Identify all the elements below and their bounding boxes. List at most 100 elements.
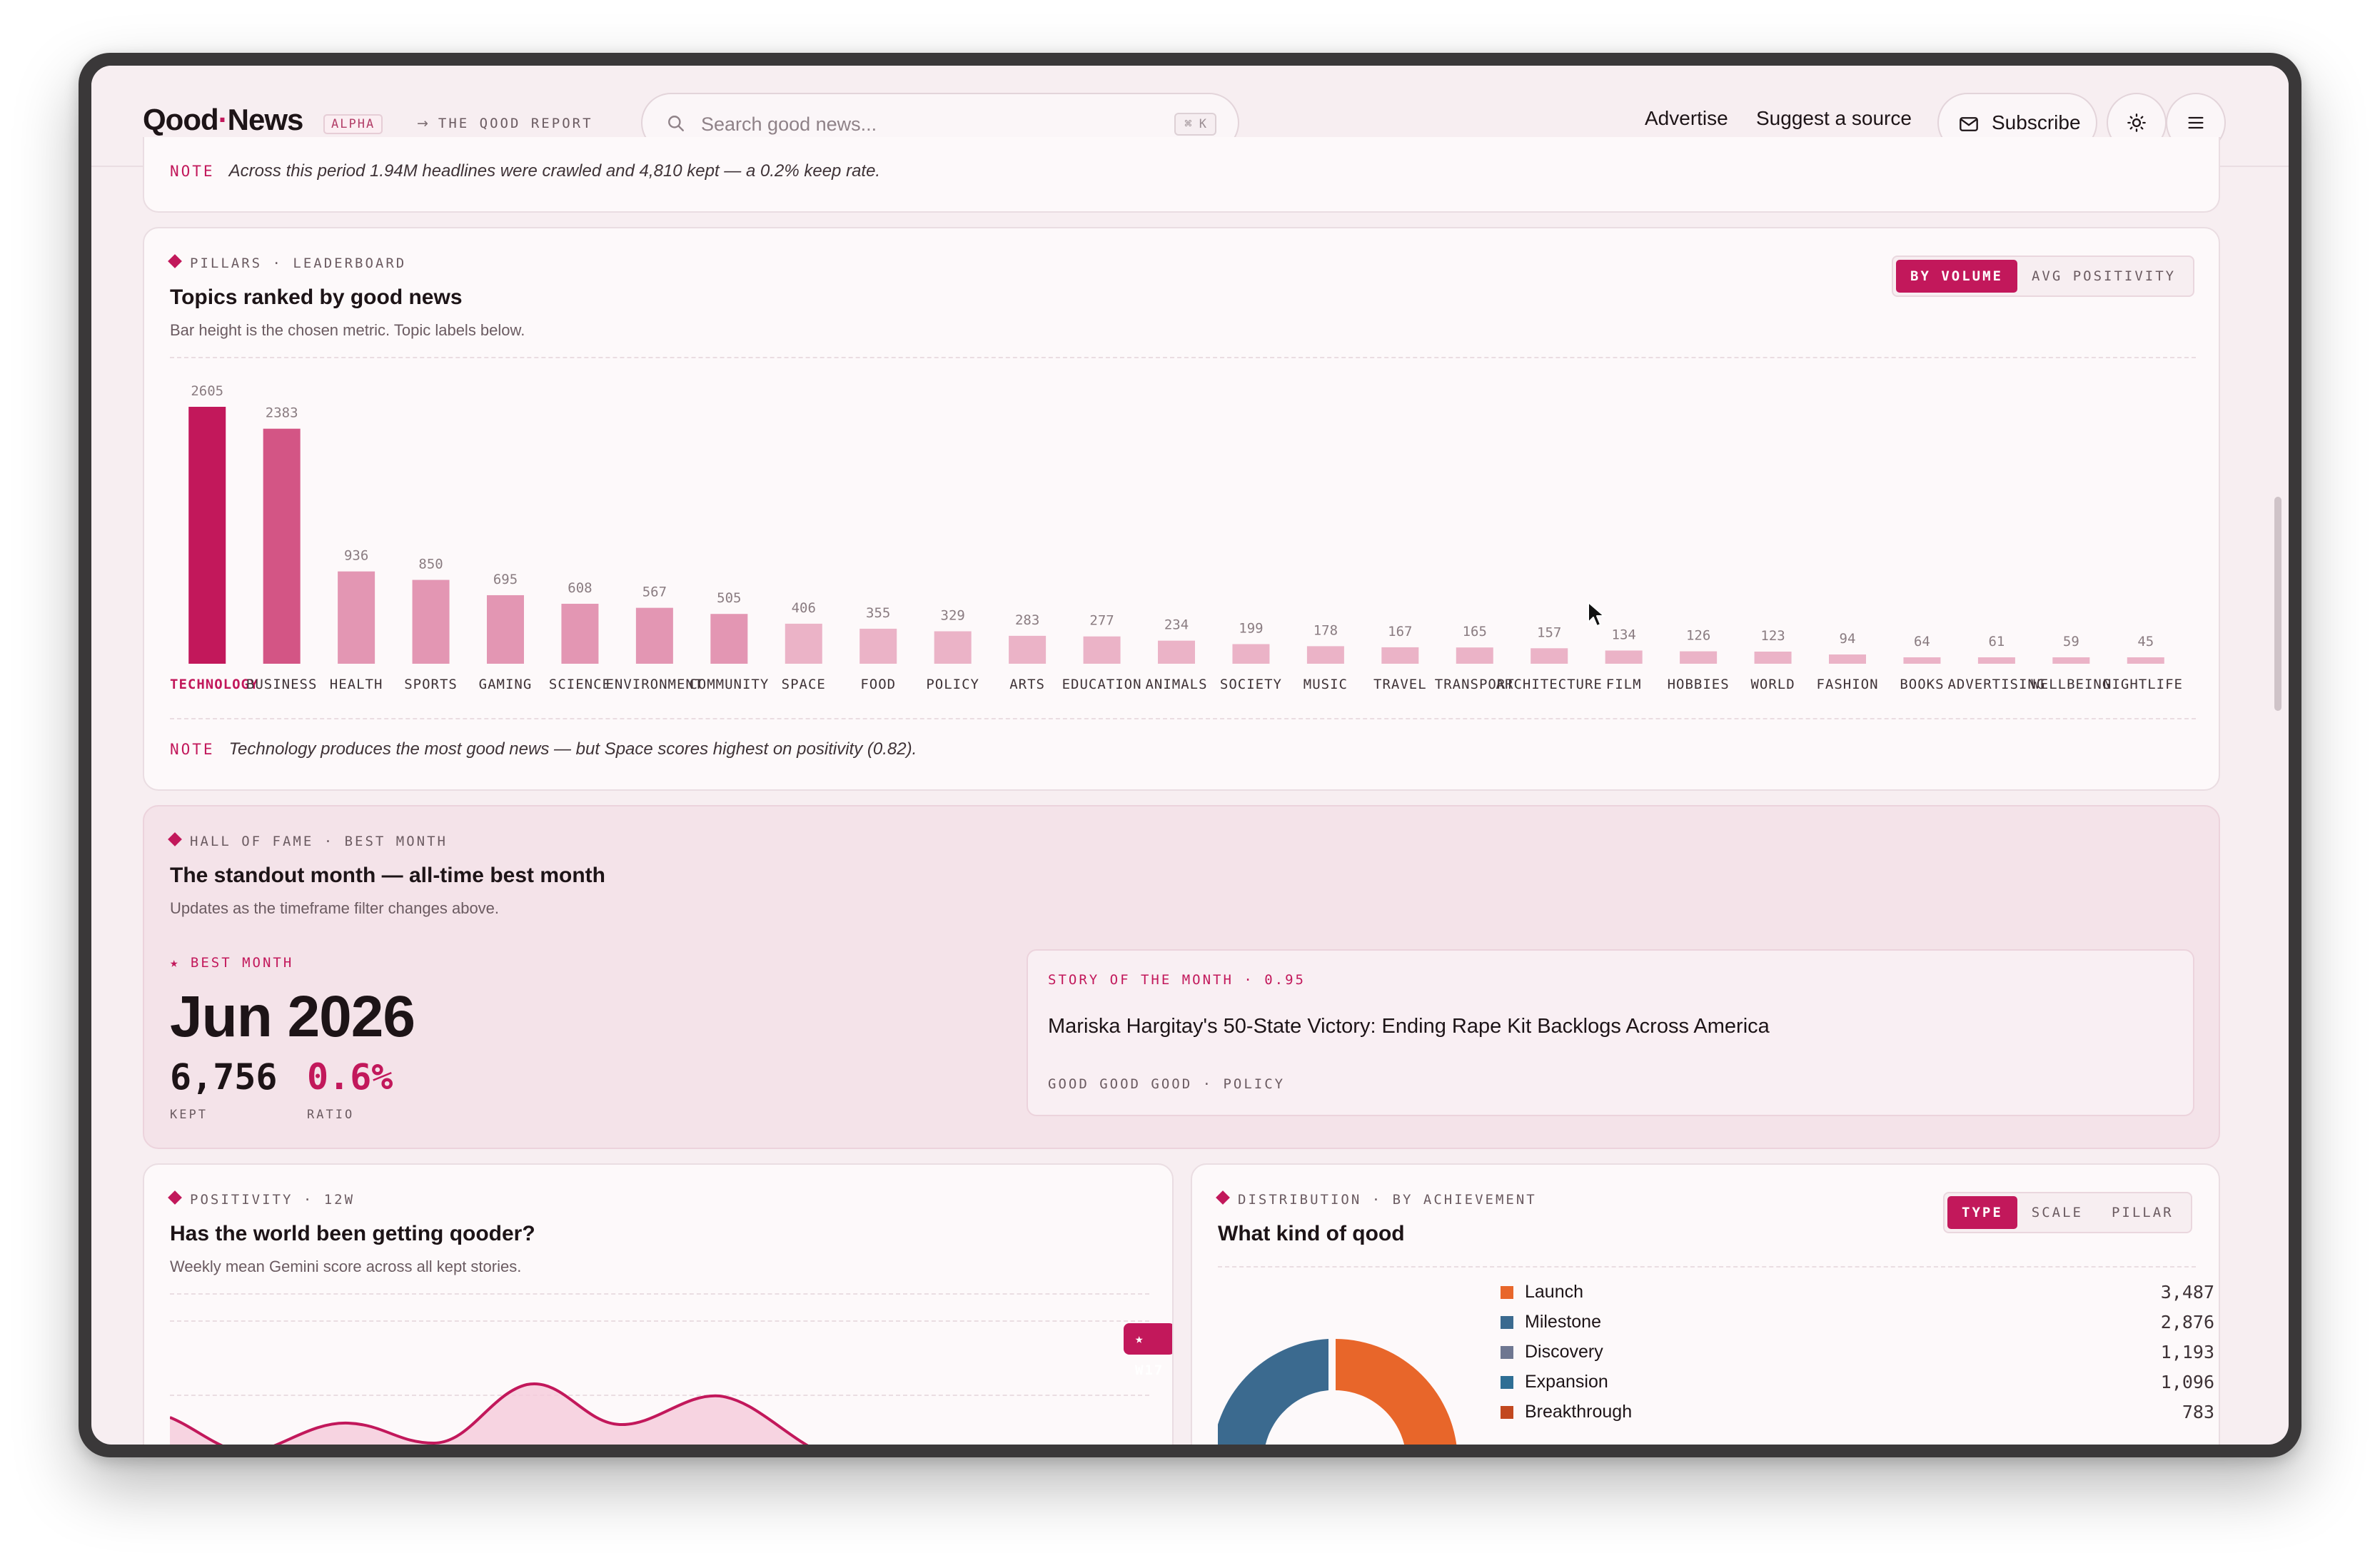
bar-sports[interactable]	[412, 580, 450, 664]
bar-animals[interactable]	[1158, 640, 1195, 664]
category-label-books[interactable]: BOOKS	[1900, 677, 1945, 692]
category-label-fashion[interactable]: FASHION	[1816, 677, 1879, 692]
category-label-space[interactable]: SPACE	[781, 677, 826, 692]
sun-icon	[2127, 113, 2146, 132]
bar-technology[interactable]	[188, 407, 226, 664]
legend-swatch	[1501, 1286, 1513, 1299]
search-shortcut: ⌘ K	[1174, 113, 1216, 136]
category-label-business[interactable]: BUSINESS	[246, 677, 318, 692]
bar-gaming[interactable]	[487, 595, 524, 664]
bar-world[interactable]	[1754, 652, 1792, 664]
suggest-source-link[interactable]: Suggest a source	[1756, 107, 1912, 129]
bar-travel[interactable]	[1381, 647, 1419, 664]
category-label-hobbies[interactable]: HOBBIES	[1667, 677, 1730, 692]
donut-segment-milestone	[1218, 1339, 1328, 1445]
bar-food[interactable]	[859, 628, 897, 664]
legend-item-launch[interactable]: Launch 3,487	[1501, 1279, 2214, 1307]
positivity-card: POSITIVITY · 12W Has the world been gett…	[143, 1163, 1174, 1445]
bar-value-label: 167	[1388, 624, 1412, 639]
bar-music[interactable]	[1306, 646, 1344, 664]
bar-film[interactable]	[1605, 650, 1643, 664]
legend-name: Expansion	[1525, 1372, 1608, 1392]
scale-tab[interactable]: SCALE	[2031, 1205, 2083, 1220]
category-label-transport[interactable]: TRANSPORT	[1434, 677, 1515, 692]
bar-value-label: 94	[1840, 631, 1856, 647]
bar-arts[interactable]	[1009, 635, 1047, 664]
bar-value-label: 406	[792, 600, 816, 616]
bar-society[interactable]	[1232, 644, 1270, 664]
bar-community[interactable]	[710, 614, 748, 664]
bar-fashion[interactable]	[1829, 654, 1866, 664]
category-label-nightlife[interactable]: NIGHTLIFE	[2103, 677, 2183, 692]
category-label-animals[interactable]: ANIMALS	[1145, 677, 1208, 692]
category-label-sports[interactable]: SPORTS	[404, 677, 458, 692]
bar-value-label: 45	[2137, 634, 2154, 649]
bar-value-label: 2605	[191, 383, 223, 399]
legend-item-breakthrough[interactable]: Breakthrough 783	[1501, 1399, 2214, 1427]
pillars-note: NOTE Technology produces the most good ne…	[170, 739, 917, 759]
diamond-icon	[168, 1190, 182, 1205]
category-label-travel[interactable]: TRAVEL	[1373, 677, 1427, 692]
hall-of-fame-subtitle: Updates as the timeframe filter changes …	[170, 899, 500, 917]
category-label-architecture[interactable]: ARCHITECTURE	[1496, 677, 1603, 692]
best-month-value: Jun 2026	[170, 984, 415, 1049]
bar-value-label: 126	[1686, 628, 1710, 644]
category-label-science[interactable]: SCIENCE	[548, 677, 611, 692]
pillar-tab[interactable]: PILLAR	[2111, 1205, 2174, 1220]
menu-icon	[2188, 116, 2204, 129]
bar-value-label: 283	[1015, 612, 1039, 628]
story-headline[interactable]: Mariska Hargitay's 50-State Victory: End…	[1048, 1015, 1770, 1038]
positivity-title: Has the world been getting qooder?	[170, 1222, 535, 1245]
bar-environment[interactable]	[635, 607, 673, 664]
category-label-health[interactable]: HEALTH	[329, 677, 383, 692]
bar-transport[interactable]	[1456, 647, 1493, 664]
category-label-advertising[interactable]: ADVERTISING	[1947, 677, 2046, 692]
category-label-environment[interactable]: ENVIRONMENT	[605, 677, 704, 692]
category-label-arts[interactable]: ARTS	[1009, 677, 1045, 692]
bar-health[interactable]	[338, 571, 375, 664]
bar-architecture[interactable]	[1531, 648, 1568, 664]
legend-item-milestone[interactable]: Milestone 2,876	[1501, 1309, 2214, 1337]
bar-value-label: 936	[344, 548, 368, 564]
best-month-label: ★ BEST MONTH	[170, 955, 294, 971]
category-label-education[interactable]: EDUCATION	[1062, 677, 1142, 692]
week-marker-badge[interactable]: ★ W17	[1124, 1323, 1172, 1378]
bar-nightlife[interactable]	[2127, 657, 2164, 664]
category-label-food[interactable]: FOOD	[860, 677, 897, 692]
category-label-society[interactable]: SOCIETY	[1219, 677, 1282, 692]
distribution-card: DISTRIBUTION · BY ACHIEVEMENT What kind …	[1191, 1163, 2220, 1445]
type-tab[interactable]: TYPE	[1947, 1196, 2017, 1229]
bar-space[interactable]	[785, 623, 822, 664]
bar-value-label: 64	[1914, 634, 1930, 649]
category-label-world[interactable]: WORLD	[1750, 677, 1795, 692]
bar-books[interactable]	[1903, 657, 1941, 664]
scrollbar-thumb[interactable]	[2274, 497, 2281, 711]
category-label-community[interactable]: COMMUNITY	[689, 677, 770, 692]
qood-report-link[interactable]: → THE QOOD REPORT	[417, 116, 593, 131]
bar-education[interactable]	[1083, 636, 1121, 664]
bar-value-label: 2383	[266, 405, 298, 421]
advertise-link[interactable]: Advertise	[1645, 107, 1728, 129]
keep-ratio: 0.6%	[307, 1056, 393, 1098]
legend-item-discovery[interactable]: Discovery 1,193	[1501, 1339, 2214, 1367]
site-logo[interactable]: Qood·News	[143, 103, 303, 136]
kept-label: KEPT	[170, 1108, 208, 1122]
by-volume-tab[interactable]: BY VOLUME	[1896, 260, 2017, 293]
legend-item-expansion[interactable]: Expansion 1,096	[1501, 1369, 2214, 1397]
bar-hobbies[interactable]	[1680, 651, 1718, 664]
category-label-gaming[interactable]: GAMING	[478, 677, 533, 692]
avg-positivity-tab[interactable]: AVG POSITIVITY	[2031, 268, 2177, 284]
story-of-the-month[interactable]: STORY OF THE MONTH · 0.95 Mariska Hargit…	[1027, 949, 2194, 1116]
story-meta: GOOD GOOD GOOD · POLICY	[1048, 1076, 1286, 1092]
bar-advertising[interactable]	[1977, 657, 2015, 664]
category-label-policy[interactable]: POLICY	[926, 677, 979, 692]
bar-business[interactable]	[263, 428, 301, 664]
category-label-music[interactable]: MUSIC	[1303, 677, 1348, 692]
category-label-wellbeing[interactable]: WELLBEING	[2031, 677, 2112, 692]
bar-policy[interactable]	[934, 631, 972, 664]
category-label-film[interactable]: FILM	[1605, 677, 1642, 692]
bar-wellbeing[interactable]	[2052, 657, 2090, 664]
bar-science[interactable]	[561, 603, 599, 664]
category-label-technology[interactable]: TECHNOLOGY	[170, 677, 259, 692]
search-input[interactable]: Search good news...	[701, 113, 877, 135]
